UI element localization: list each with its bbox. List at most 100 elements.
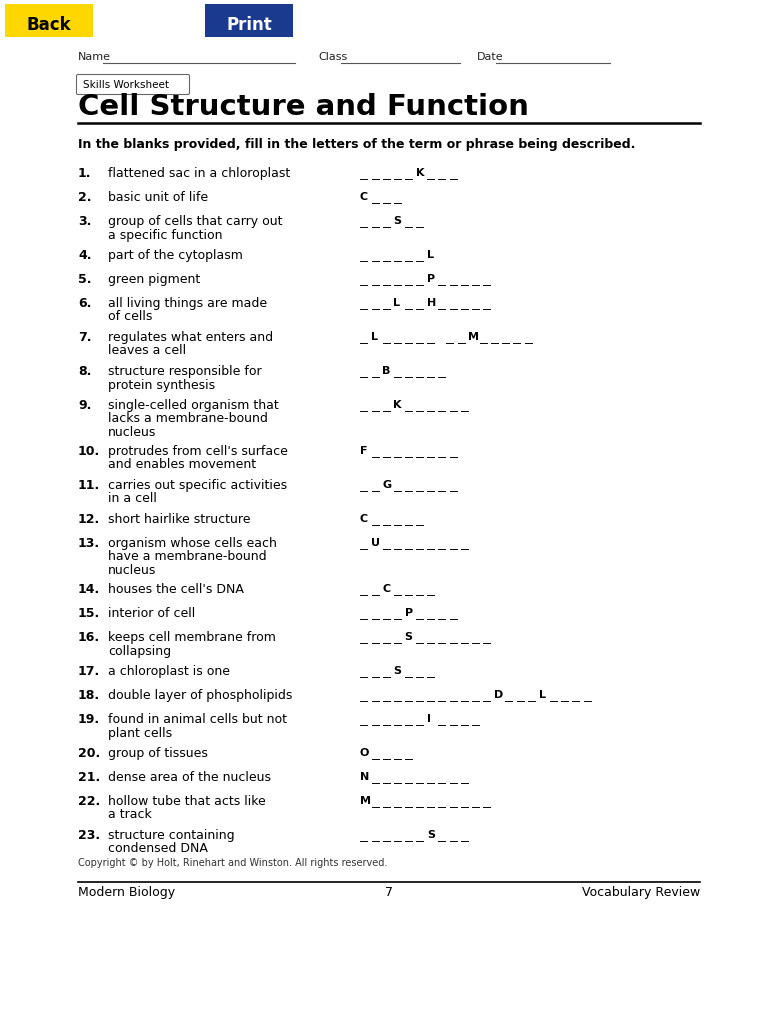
Text: Skills Worksheet: Skills Worksheet <box>83 80 169 90</box>
Text: _: _ <box>405 445 413 458</box>
Text: in a cell: in a cell <box>108 493 157 506</box>
Text: _: _ <box>361 829 368 842</box>
Text: _: _ <box>450 273 458 286</box>
Text: 11.: 11. <box>78 479 100 492</box>
Text: _: _ <box>427 445 435 458</box>
Text: structure containing: structure containing <box>108 829 235 842</box>
Text: _: _ <box>371 167 379 180</box>
Text: 22.: 22. <box>78 795 100 808</box>
Text: Name: Name <box>78 52 111 62</box>
Text: _: _ <box>405 331 413 344</box>
Text: 3.: 3. <box>78 215 92 228</box>
Text: S: S <box>393 216 402 226</box>
Text: _: _ <box>416 273 424 286</box>
Text: _: _ <box>427 631 435 644</box>
Text: _: _ <box>427 399 435 412</box>
Text: _: _ <box>438 713 447 726</box>
Text: _: _ <box>438 167 447 180</box>
Text: leaves a cell: leaves a cell <box>108 344 186 357</box>
Text: _: _ <box>383 795 391 808</box>
Text: _: _ <box>394 795 402 808</box>
Text: _: _ <box>371 297 379 310</box>
Text: B: B <box>382 366 391 376</box>
Text: M: M <box>360 796 371 806</box>
Text: _: _ <box>438 631 447 644</box>
Text: _: _ <box>438 607 447 620</box>
Text: and enables movement: and enables movement <box>108 459 256 471</box>
Text: _: _ <box>394 607 402 620</box>
Text: _: _ <box>383 297 391 310</box>
Text: _: _ <box>506 689 514 702</box>
Text: Print: Print <box>226 16 272 34</box>
Text: Cell Structure and Function: Cell Structure and Function <box>78 93 529 121</box>
Text: nucleus: nucleus <box>108 564 156 577</box>
Text: Vocabulary Review: Vocabulary Review <box>582 886 700 899</box>
Text: U: U <box>371 538 380 548</box>
Text: _: _ <box>383 249 391 262</box>
Text: _: _ <box>371 399 379 412</box>
Text: _: _ <box>394 631 402 644</box>
Text: _: _ <box>416 249 424 262</box>
Text: _: _ <box>502 331 510 344</box>
Text: Class: Class <box>318 52 347 62</box>
Text: _: _ <box>394 537 402 550</box>
Text: _: _ <box>394 513 402 526</box>
Text: _: _ <box>438 537 447 550</box>
Text: _: _ <box>472 631 480 644</box>
Text: _: _ <box>371 795 379 808</box>
Text: _: _ <box>416 399 424 412</box>
Text: _: _ <box>416 829 424 842</box>
Text: _: _ <box>361 331 368 344</box>
Text: _: _ <box>550 689 558 702</box>
Text: _: _ <box>561 689 570 702</box>
Text: _: _ <box>383 331 391 344</box>
Text: D: D <box>494 690 503 700</box>
Text: _: _ <box>361 297 368 310</box>
FancyBboxPatch shape <box>76 75 190 94</box>
Text: _: _ <box>371 513 379 526</box>
Text: _: _ <box>394 445 402 458</box>
Text: _: _ <box>472 273 480 286</box>
Text: _: _ <box>427 167 435 180</box>
Text: L: L <box>371 332 378 342</box>
Text: _: _ <box>383 445 391 458</box>
Text: _: _ <box>361 215 368 228</box>
Text: _: _ <box>438 479 447 492</box>
Text: short hairlike structure: short hairlike structure <box>108 513 250 526</box>
Text: _: _ <box>491 331 499 344</box>
Text: _: _ <box>438 399 447 412</box>
Text: G: G <box>382 480 392 490</box>
Text: _: _ <box>371 829 379 842</box>
Text: houses the cell's DNA: houses the cell's DNA <box>108 583 244 596</box>
Text: _: _ <box>361 713 368 726</box>
Text: _: _ <box>371 583 379 596</box>
Text: _: _ <box>416 771 424 784</box>
Text: _: _ <box>416 607 424 620</box>
Text: _: _ <box>394 167 402 180</box>
Text: Back: Back <box>26 16 71 34</box>
Text: 12.: 12. <box>78 513 100 526</box>
Text: _: _ <box>361 167 368 180</box>
Text: group of tissues: group of tissues <box>108 746 208 760</box>
Text: _: _ <box>383 537 391 550</box>
Text: single-celled organism that: single-celled organism that <box>108 399 279 412</box>
Text: _: _ <box>394 479 402 492</box>
Text: _: _ <box>483 795 491 808</box>
Text: _: _ <box>450 713 458 726</box>
Text: _: _ <box>371 607 379 620</box>
Text: _: _ <box>371 215 379 228</box>
Text: K: K <box>416 168 424 178</box>
Text: _: _ <box>405 771 413 784</box>
Text: _: _ <box>483 273 491 286</box>
Text: _: _ <box>405 479 413 492</box>
Text: S: S <box>393 666 402 676</box>
Text: _: _ <box>450 297 458 310</box>
Text: _: _ <box>371 191 379 204</box>
Text: organism whose cells each: organism whose cells each <box>108 537 277 550</box>
Text: _: _ <box>461 297 469 310</box>
Text: _: _ <box>361 399 368 412</box>
Text: N: N <box>360 772 369 782</box>
Text: _: _ <box>405 689 413 702</box>
Text: 6.: 6. <box>78 297 92 310</box>
Text: _: _ <box>472 689 480 702</box>
